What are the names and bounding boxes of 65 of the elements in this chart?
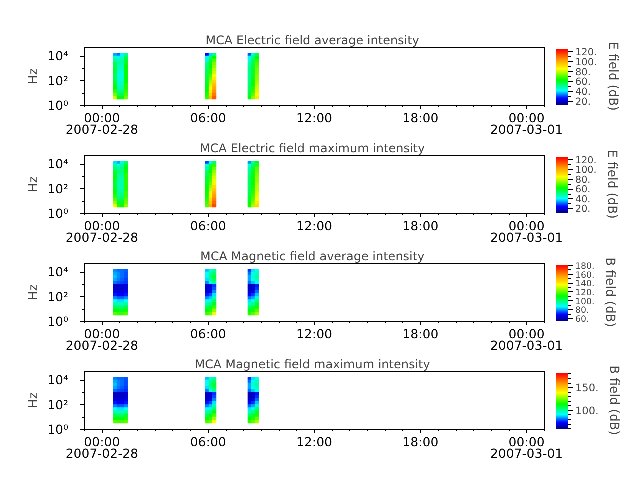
x-tick-label: 00:00 2007-02-28 [66, 110, 139, 137]
x-tick-label: 06:00 [190, 110, 226, 126]
chart-title: MCA Electric field maximum intensity [200, 142, 426, 156]
chart-title: MCA Magnetic field maximum intensity [194, 358, 430, 372]
x-tick-label: 06:00 [190, 434, 226, 450]
y-tick-label: 10⁴ [48, 156, 69, 172]
color-bar-label: 40. [576, 194, 591, 206]
x-tick-label: 00:00 2007-02-28 [66, 218, 139, 245]
x-tick-label: 00:00 2007-03-01 [490, 110, 564, 137]
color-bar-label: 80. [576, 306, 590, 316]
color-bar-label: 20. [576, 204, 591, 216]
x-tick-label: 00:00 2007-03-01 [490, 326, 564, 353]
x-tick-label: 00:00 2007-03-01 [490, 434, 564, 461]
color-bar-title: B field (dB) [608, 366, 622, 436]
color-bar-label: 180. [576, 262, 595, 272]
chart-title: MCA Magnetic field average intensity [200, 250, 425, 264]
y-tick-label: 10⁴ [48, 48, 69, 64]
y-tick-label: 10² [48, 181, 69, 196]
x-tick-label: 18:00 [402, 434, 439, 450]
color-bar-label: 120. [576, 288, 595, 298]
y-tick-label: 10⁰ [48, 422, 69, 437]
color-bar-label: 100. [576, 165, 597, 176]
x-tick-label: 12:00 [296, 326, 333, 342]
x-tick-label: 00:00 2007-02-28 [66, 326, 139, 353]
color-bar-label: 100. [576, 297, 595, 308]
y-tick-label: 10² [48, 289, 69, 304]
y-tick-label: 10⁰ [48, 206, 69, 221]
x-tick-label: 12:00 [296, 218, 333, 234]
chart-title: MCA Electric field average intensity [206, 34, 420, 48]
color-bar-label: 60. [576, 184, 591, 196]
color-bar-label: 120. [576, 47, 598, 58]
color-bar-label: 20. [576, 97, 591, 108]
color-bar-title: E field (dB) [606, 150, 620, 220]
x-tick-label: 06:00 [190, 326, 226, 342]
y-tick-label: 10² [48, 73, 69, 88]
color-bar-label: 100. [576, 405, 599, 418]
y-tick-label: 10⁴ [48, 372, 69, 388]
color-bar-label: 120. [576, 155, 597, 166]
y-tick-label: 10² [48, 397, 69, 412]
color-bar-label: 80. [576, 67, 591, 78]
color-bar-label: 40. [576, 87, 591, 98]
color-bar-label: 100. [576, 57, 598, 68]
x-tick-label: 18:00 [402, 326, 439, 342]
x-tick-label: 00:00 2007-02-28 [66, 434, 139, 461]
x-tick-label: 06:00 [190, 218, 226, 234]
y-axis-title: Hz [26, 176, 41, 192]
color-bar-label: 140. [576, 280, 595, 290]
x-tick-label: 12:00 [296, 110, 333, 126]
color-bar-title: E field (dB) [606, 42, 622, 112]
color-bar-title: B field (dB) [604, 258, 618, 328]
x-tick-label: 18:00 [402, 110, 439, 126]
y-tick-label: 10⁰ [48, 98, 69, 113]
y-tick-label: 10⁰ [48, 314, 69, 329]
y-axis-title: Hz [26, 392, 41, 408]
y-tick-label: 10⁴ [48, 264, 69, 280]
color-bar-label: 60. [576, 77, 591, 88]
color-bar-label: 150. [576, 382, 599, 395]
color-bar-label: 60. [576, 314, 590, 325]
x-tick-label: 00:00 2007-03-01 [490, 218, 564, 245]
y-axis-title: Hz [26, 68, 41, 84]
y-axis-title: Hz [26, 284, 41, 300]
x-tick-label: 18:00 [402, 218, 439, 234]
x-tick-label: 12:00 [296, 434, 333, 450]
color-bar-label: 80. [576, 174, 591, 186]
color-bar-label: 160. [576, 270, 595, 281]
